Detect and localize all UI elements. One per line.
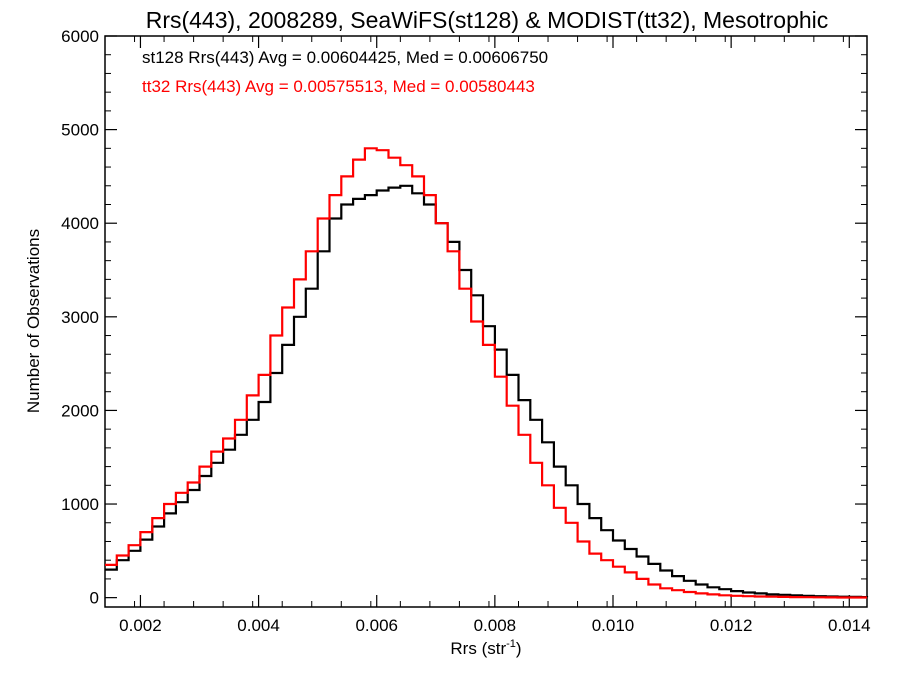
y-tick-label: 2000 (61, 401, 99, 420)
x-tick-label: 0.010 (592, 616, 635, 635)
y-axis-label: Number of Observations (24, 229, 43, 413)
y-tick-label: 5000 (61, 121, 99, 140)
x-axis-label-sup: -1 (506, 638, 516, 650)
annotation-tt32: tt32 Rrs(443) Avg = 0.00575513, Med = 0.… (142, 77, 535, 96)
series-st128-line (105, 184, 869, 599)
x-tick-label: 0.006 (355, 616, 398, 635)
axis-ticks: 0.002 0.004 0.006 0.008 0.010 0.012 0.014 0 1000… (61, 27, 870, 635)
y-tick-label: 1000 (61, 495, 99, 514)
x-axis-label-end: ) (516, 639, 522, 658)
x-tick-label: 0.012 (710, 616, 753, 635)
plot-frame (104, 35, 868, 608)
x-tick-label: 0.014 (828, 616, 871, 635)
x-axis-label: Rrs (str-1) (450, 638, 521, 658)
y-tick-label: 6000 (61, 27, 99, 46)
series-tt32-line (105, 147, 867, 599)
y-tick-label: 4000 (61, 214, 99, 233)
x-tick-label: 0.008 (474, 616, 517, 635)
annotation-st128: st128 Rrs(443) Avg = 0.00604425, Med = 0… (142, 48, 548, 67)
y-tick-label: 3000 (61, 308, 99, 327)
x-tick-label: 0.004 (237, 616, 280, 635)
x-tick-label: 0.002 (119, 616, 162, 635)
chart-title: Rrs(443), 2008289, SeaWiFS(st128) & MODI… (146, 7, 829, 33)
series-layer (105, 147, 869, 599)
x-axis-label-main: Rrs (str (450, 639, 506, 658)
y-tick-label: 0 (90, 589, 99, 608)
